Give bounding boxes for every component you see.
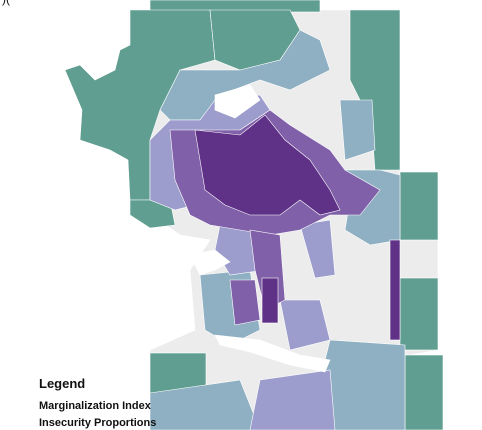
region (149, 379, 261, 430)
region (339, 99, 376, 161)
region (194, 114, 341, 216)
river (214, 334, 331, 373)
legend-title: Legend (39, 376, 86, 391)
region (261, 277, 279, 324)
title-fragment: )( (2, 0, 10, 6)
region (399, 171, 439, 241)
park (214, 84, 261, 119)
legend-item: Marginalization Index (39, 400, 151, 412)
region (299, 219, 336, 279)
region (229, 279, 261, 326)
region (279, 299, 331, 351)
region (249, 369, 336, 430)
region (404, 354, 444, 430)
region (399, 277, 439, 351)
legend-item: Insecurity Proportions (39, 417, 157, 429)
river (189, 249, 231, 276)
region (389, 239, 401, 341)
